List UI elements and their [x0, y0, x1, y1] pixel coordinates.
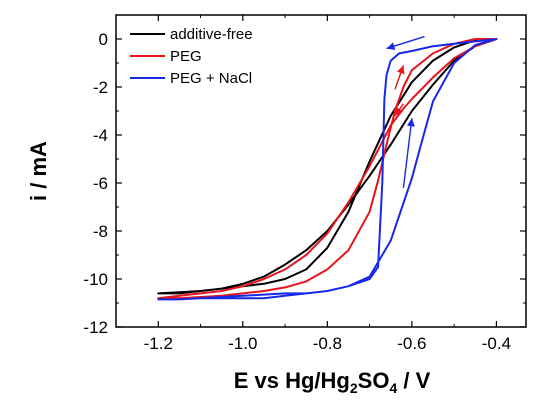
y-tick-label: 0	[99, 30, 108, 49]
x-axis-title-suffix: / V	[397, 368, 430, 393]
x-axis-title-subscript-4: 4	[389, 380, 397, 396]
legend-item-additive-free: additive-free	[130, 26, 253, 43]
y-tick-label: -12	[83, 318, 108, 337]
scan-direction-arrow-1	[386, 35, 425, 51]
x-tick-label: -1.2	[144, 334, 173, 353]
scan-direction-arrow-2	[394, 65, 405, 90]
x-axis-title: E vs Hg/Hg2SO4 / V	[234, 368, 431, 396]
series-layer	[157, 38, 498, 301]
scan-direction-arrow-3	[394, 103, 404, 117]
y-tick-label: -8	[93, 222, 108, 241]
y-tick-label: -6	[93, 174, 108, 193]
x-tick-label: -0.4	[482, 334, 511, 353]
x-axis-title-prefix: E vs Hg/Hg	[234, 368, 350, 393]
annotation-layer	[386, 35, 425, 188]
y-tick-label: -2	[93, 78, 108, 97]
x-tick-label: -0.6	[397, 334, 426, 353]
series-line-peg	[157, 38, 498, 300]
legend-item-peg: PEG	[130, 48, 202, 65]
legend-label: PEG	[170, 48, 202, 65]
x-tick-label: -1.0	[228, 334, 257, 353]
series-line-peg-nacl	[157, 38, 498, 301]
x-axis: -1.2 -1.0 -0.8 -0.6 -0.4	[115, 15, 511, 353]
legend: additive-free PEG PEG + NaCl	[130, 26, 253, 87]
plot-frame	[115, 14, 527, 328]
legend-item-peg-nacl: PEG + NaCl	[130, 70, 252, 87]
y-axis: 0 -2 -4 -6 -8 -10 -12	[83, 14, 526, 337]
x-axis-title-middle: SO	[358, 368, 390, 393]
y-tick-label: -10	[83, 270, 108, 289]
x-axis-title-subscript-2: 2	[350, 380, 358, 396]
legend-label: additive-free	[170, 26, 253, 43]
legend-label: PEG + NaCl	[170, 70, 252, 87]
y-tick-label: -4	[93, 126, 108, 145]
x-tick-label: -0.8	[313, 334, 342, 353]
y-axis-title: i / mA	[26, 141, 51, 201]
scan-direction-arrow-4	[402, 118, 415, 188]
